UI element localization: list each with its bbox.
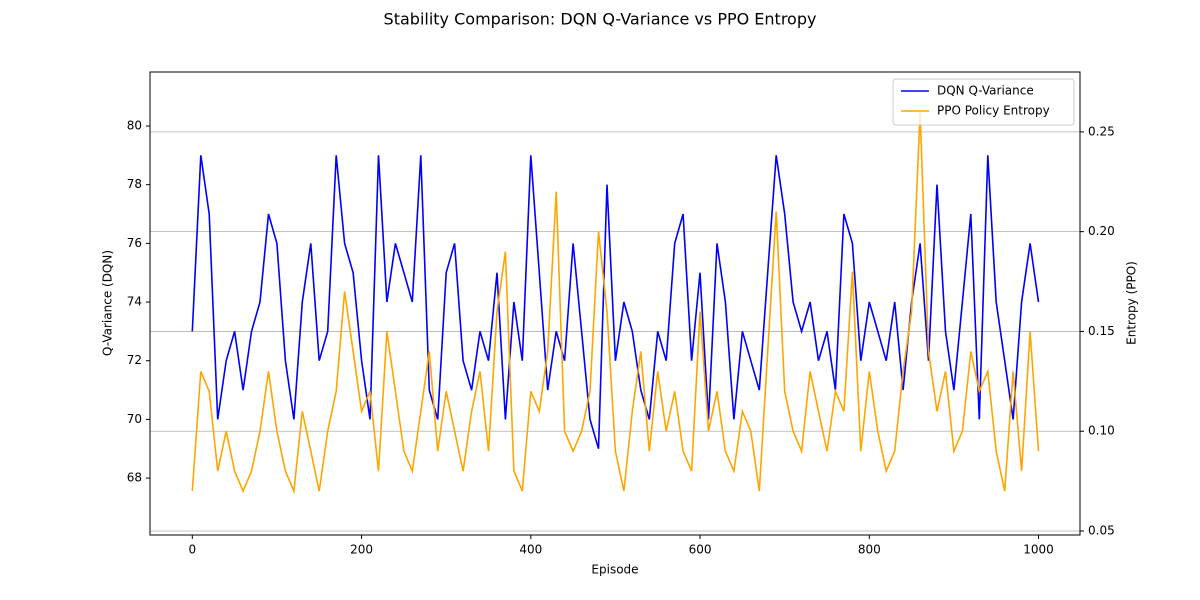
chart-title: Stability Comparison: DQN Q-Variance vs …: [384, 10, 817, 29]
y-tick-label: 78: [127, 177, 142, 191]
y-tick-label: 72: [127, 353, 142, 367]
y2-tick-label: 0.05: [1088, 524, 1115, 538]
data-line: [191, 155, 1040, 449]
y2-tick-label: 0.25: [1088, 124, 1115, 138]
x-tick-label: 0: [188, 543, 196, 557]
y2-tick-label: 0.20: [1088, 224, 1115, 238]
y-tick-label: 80: [127, 118, 142, 132]
y-tick-label: 76: [127, 236, 142, 250]
y-tick-label: 70: [127, 412, 142, 426]
data-line: [191, 111, 1040, 495]
x-tick-label: 800: [858, 543, 881, 557]
legend-label: PPO Policy Entropy: [937, 104, 1050, 118]
legend-box: [892, 78, 1075, 126]
y2-axis-label: Entropy (PPO): [1125, 261, 1139, 345]
y-axis-label: Q-Variance (DQN): [101, 250, 115, 356]
legend-label: DQN Q-Variance: [937, 84, 1034, 98]
plot-frame: [149, 71, 1081, 536]
y-tick-label: 74: [127, 295, 142, 309]
x-tick-label: 1000: [1023, 543, 1054, 557]
x-tick-label: 200: [350, 543, 373, 557]
x-tick-label: 400: [519, 543, 542, 557]
legend: DQN Q-Variance PPO Policy Entropy: [892, 78, 1075, 126]
x-axis-label: Episode: [591, 563, 638, 577]
y2-tick-label: 0.15: [1088, 324, 1115, 338]
y-tick-label: 68: [127, 471, 142, 485]
x-tick-label: 600: [689, 543, 712, 557]
y2-tick-label: 0.10: [1088, 424, 1115, 438]
